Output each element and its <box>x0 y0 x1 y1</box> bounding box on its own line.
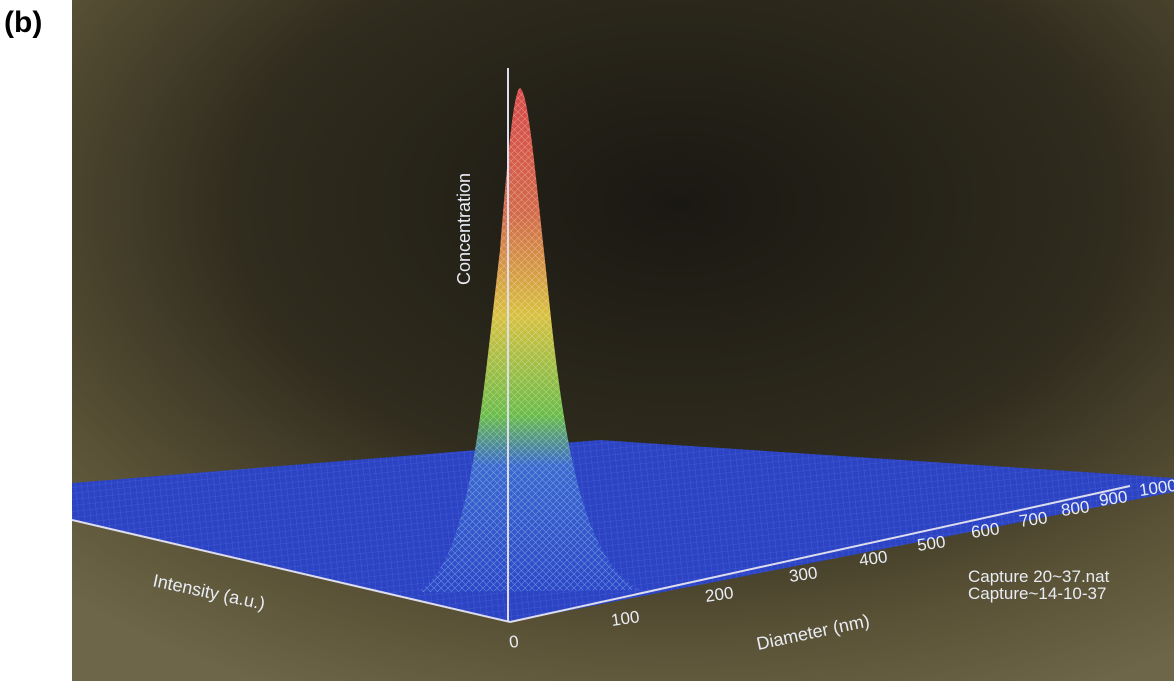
peak-mesh <box>418 88 640 592</box>
y-axis <box>72 519 511 623</box>
x-tick-label: 800 <box>1060 497 1091 520</box>
z-axis-label: Concentration <box>454 173 474 285</box>
x-tick-label: 900 <box>1098 487 1129 510</box>
panel-label: (b) <box>4 6 42 39</box>
base-mesh <box>72 440 1174 622</box>
photo: Concentration Diameter (nm) Intensity (a… <box>72 0 1174 681</box>
x-tick-label: 700 <box>1018 508 1049 531</box>
x-tick-label: 1000 <box>1138 476 1174 500</box>
x-tick-label: 400 <box>858 547 889 570</box>
x-tick-label: 0 <box>508 632 520 652</box>
x-tick-label: 100 <box>610 607 641 630</box>
x-tick-label: 600 <box>970 519 1001 542</box>
x-tick-label: 200 <box>704 583 735 606</box>
legend-entry: Capture~14-10-37 <box>968 584 1106 603</box>
legend-entry: Capture 20~37.nat <box>968 567 1110 586</box>
x-tick-label: 500 <box>916 532 947 555</box>
x-axis <box>509 485 1131 623</box>
x-tick-label: 300 <box>788 563 819 586</box>
